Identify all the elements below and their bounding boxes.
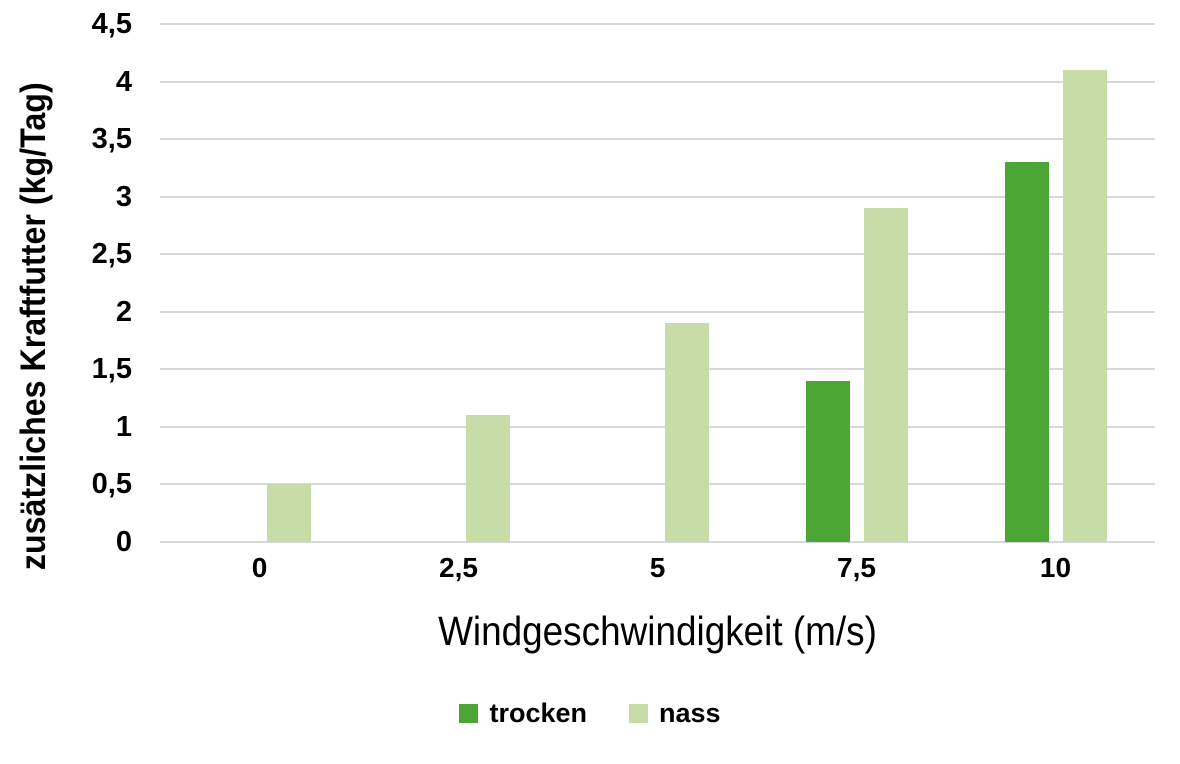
bar-nass-2,5 — [465, 415, 510, 542]
y-tick-label-2: 2 — [115, 295, 132, 328]
y-tick-label-0,5: 0,5 — [91, 468, 132, 501]
bar-trocken-10 — [1004, 162, 1049, 542]
y-tick-label-3: 3 — [115, 180, 132, 213]
x-tick-label-2,5: 2,5 — [439, 552, 478, 583]
gridline — [160, 368, 1155, 371]
bar-nass-7,5 — [863, 208, 908, 542]
legend-item-nass: nass — [629, 700, 721, 727]
y-tick-label-4,5: 4,5 — [91, 8, 132, 40]
gridline — [160, 80, 1155, 83]
x-tick-label-10: 10 — [1039, 552, 1072, 583]
bar-nass-5 — [664, 323, 709, 542]
x-axis-title: Windgeschwindigkeit (m/s) — [438, 608, 877, 654]
y-tick-label-0: 0 — [115, 526, 132, 558]
x-tick-label-7,5: 7,5 — [837, 552, 876, 583]
x-tick-label-0: 0 — [251, 552, 268, 583]
bar-trocken-7,5 — [805, 380, 850, 542]
gridline — [160, 138, 1155, 141]
legend-label-trocken: trocken — [489, 698, 587, 728]
gridline — [160, 310, 1155, 313]
gridline — [160, 483, 1155, 486]
y-tick-label-4: 4 — [115, 65, 132, 98]
gridline — [160, 541, 1155, 543]
bar-nass-0 — [266, 484, 311, 542]
gridline — [160, 253, 1155, 256]
y-tick-label-3,5: 3,5 — [91, 123, 132, 156]
legend-swatch-nass — [629, 704, 648, 723]
y-tick-label-1,5: 1,5 — [91, 353, 132, 386]
legend-swatch-trocken — [459, 704, 479, 723]
legend: trocken nass — [0, 700, 1180, 727]
x-tick-label-5: 5 — [649, 552, 666, 583]
y-tick-label-1: 1 — [115, 410, 132, 443]
legend-label-nass: nass — [659, 698, 721, 728]
y-tick-label-2,5: 2,5 — [91, 238, 132, 271]
gridline — [160, 23, 1155, 25]
gridline — [160, 425, 1155, 428]
gridline — [160, 195, 1155, 198]
plot-area — [160, 23, 1155, 543]
bar-nass-10 — [1062, 70, 1107, 542]
legend-item-trocken: trocken — [459, 700, 587, 727]
